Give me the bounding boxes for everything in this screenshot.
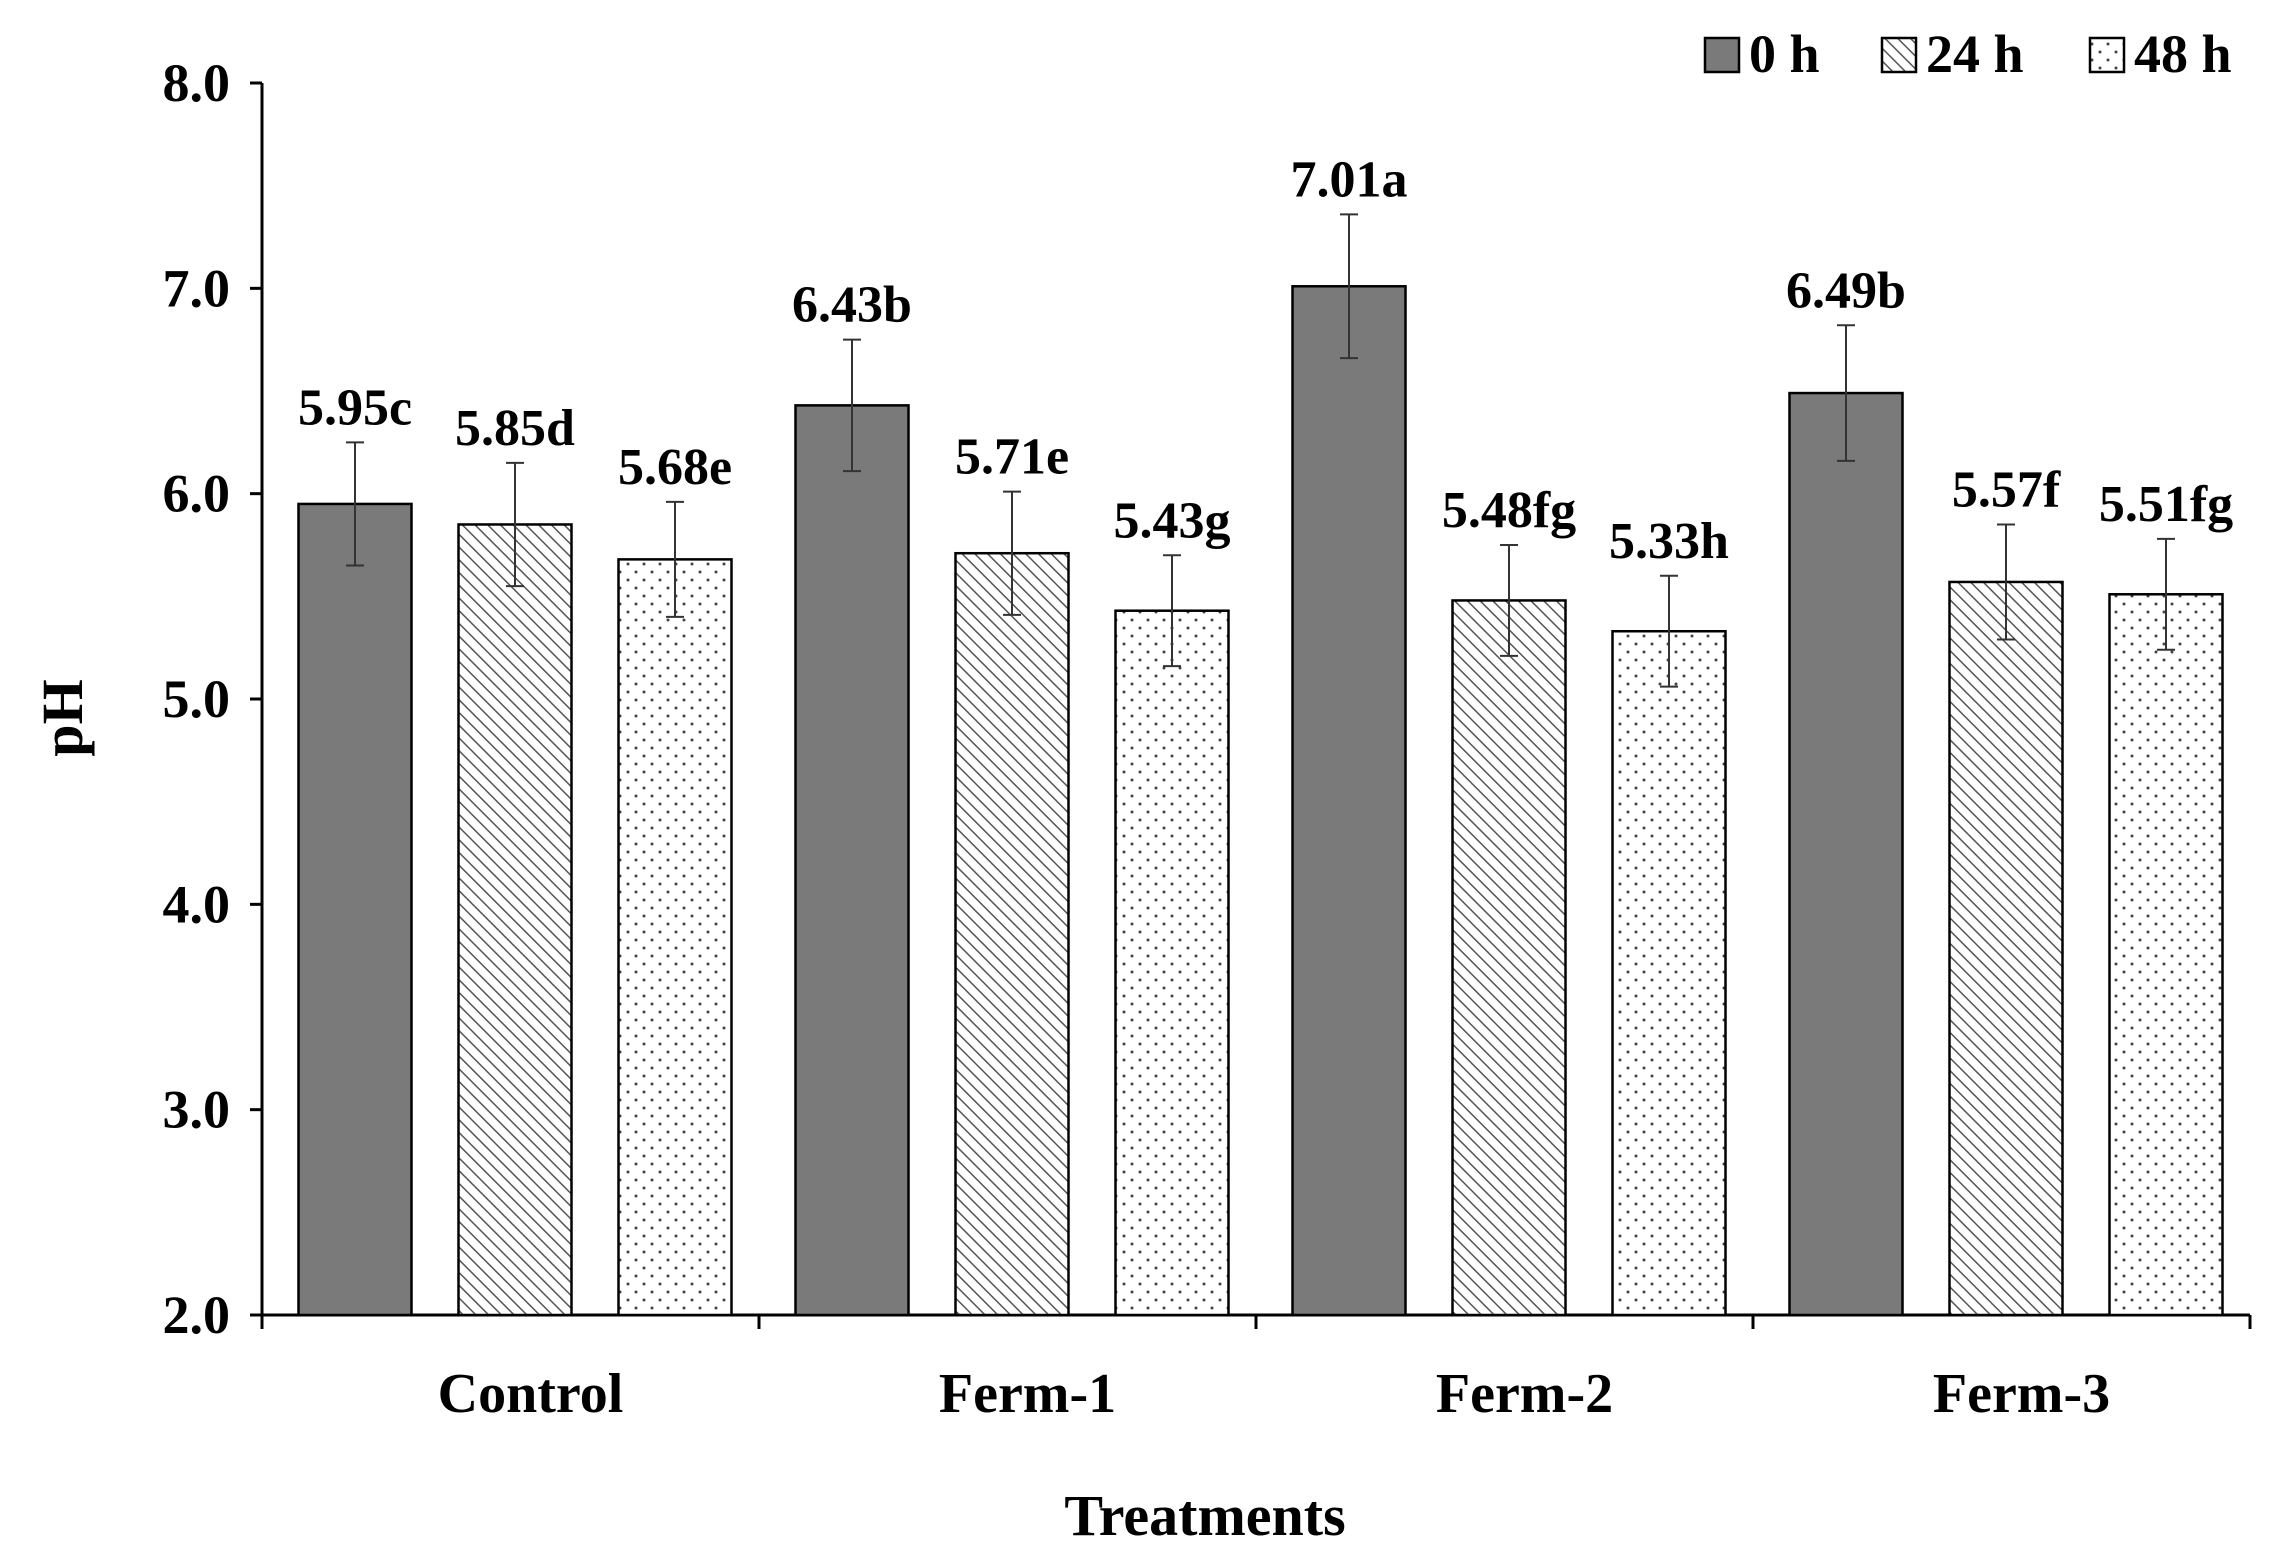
bar-24h-ferm-2: [1451, 599, 1567, 1317]
legend-label: 24 h: [1926, 24, 2024, 84]
data-label: 6.49b: [1786, 262, 1906, 319]
x-tick-label: Ferm-1: [939, 1363, 1116, 1425]
bar-24h-control: [457, 523, 573, 1317]
data-label: 5.43g: [1114, 492, 1231, 549]
bar-48h-ferm-1: [1114, 609, 1230, 1317]
bar-48h-control: [617, 558, 733, 1317]
y-tick-label: 2.0: [163, 1285, 231, 1345]
bar-48h-ferm-2: [1611, 629, 1727, 1317]
bar-0h-ferm-1: [794, 404, 910, 1317]
x-tick-label: Control: [438, 1363, 624, 1425]
data-label: 6.43b: [792, 277, 912, 334]
error-bars-group: [346, 213, 2175, 688]
y-tick-label: 3.0: [163, 1080, 231, 1140]
data-label: 7.01a: [1291, 151, 1408, 208]
y-tick-label: 4.0: [163, 874, 231, 934]
data-label: 5.95c: [298, 379, 412, 436]
x-axis-title: Treatments: [1064, 1483, 1345, 1548]
bars-group: [297, 285, 2224, 1317]
y-tick-label: 5.0: [163, 669, 231, 729]
data-label: 5.33h: [1609, 513, 1729, 570]
y-tick-label: 6.0: [163, 464, 231, 524]
axes: 2.0 3.0 4.0 5.0 6.0 7.0 8.0 Control Ferm-1 Ferm-2…: [163, 53, 2252, 1425]
bar-0h-ferm-3: [1788, 391, 1904, 1317]
bar-24h-ferm-3: [1948, 580, 2064, 1317]
legend-label: 48 h: [2134, 24, 2232, 84]
data-label: 5.48fg: [1442, 482, 1576, 539]
x-tick-label: Ferm-3: [1933, 1363, 2110, 1425]
data-label: 5.71e: [955, 429, 1069, 486]
legend-swatch: [1703, 36, 1741, 74]
data-label: 5.85d: [455, 400, 575, 457]
legend: 0 h 24 h 48 h: [1703, 24, 2232, 84]
legend-swatch: [1880, 36, 1918, 74]
data-label: 5.51fg: [2099, 476, 2233, 533]
legend-label: 0 h: [1749, 24, 1820, 84]
data-label: 5.57f: [1952, 461, 2061, 518]
data-label: 5.68e: [618, 439, 732, 496]
data-labels-group: 5.95c 6.43b 7.01a 6.49b 5.85d 5.71e 5.48fg 5.57…: [298, 151, 2233, 569]
x-tick-label: Ferm-2: [1436, 1363, 1613, 1425]
legend-swatch: [2088, 36, 2126, 74]
y-axis-title: pH: [30, 679, 95, 756]
y-tick-label: 8.0: [163, 53, 231, 113]
y-tick-label: 7.0: [163, 258, 231, 318]
bar-48h-ferm-3: [2108, 593, 2224, 1317]
bar-0h-ferm-2: [1291, 285, 1407, 1317]
bar-24h-ferm-1: [954, 551, 1070, 1317]
bar-0h-control: [297, 502, 413, 1317]
